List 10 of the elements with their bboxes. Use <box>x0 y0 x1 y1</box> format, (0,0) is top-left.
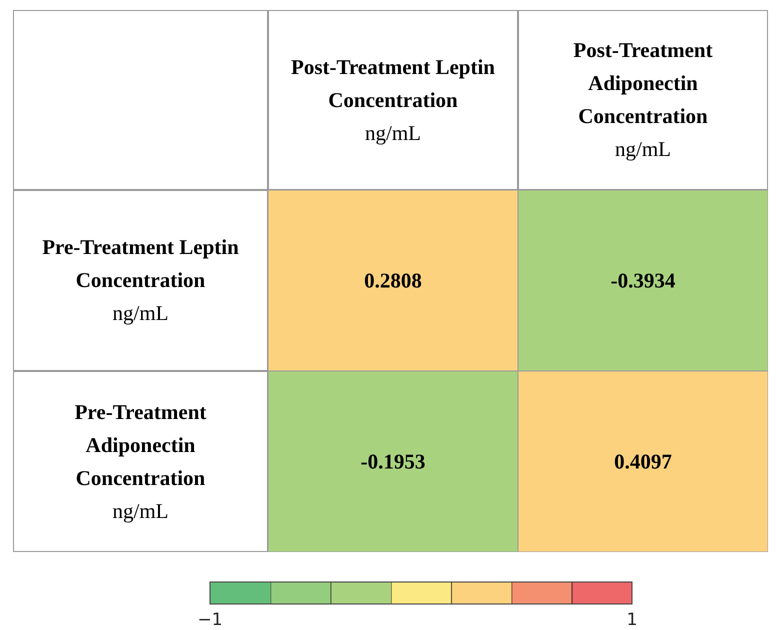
color-bar-label: 1 <box>626 610 638 630</box>
y-tick-label: Pre-Treatment Leptin Concentration ng/mL <box>41 234 240 327</box>
data-label: 0.4097 <box>614 450 672 474</box>
x-tick-label: Post-Treatment Leptin Concentration ng/mL <box>290 54 496 146</box>
data-label: -0.1953 <box>360 450 426 474</box>
color-bar-label: −1 <box>197 610 223 630</box>
data-label: -0.3934 <box>610 268 676 292</box>
data-label: 0.2808 <box>364 268 422 292</box>
x-tick-label: Post-Treatment Adiponectin Concentration ng/mL <box>572 37 714 163</box>
y-tick-label: Pre-Treatment Adiponectin Concentration ng/mL <box>74 398 208 524</box>
